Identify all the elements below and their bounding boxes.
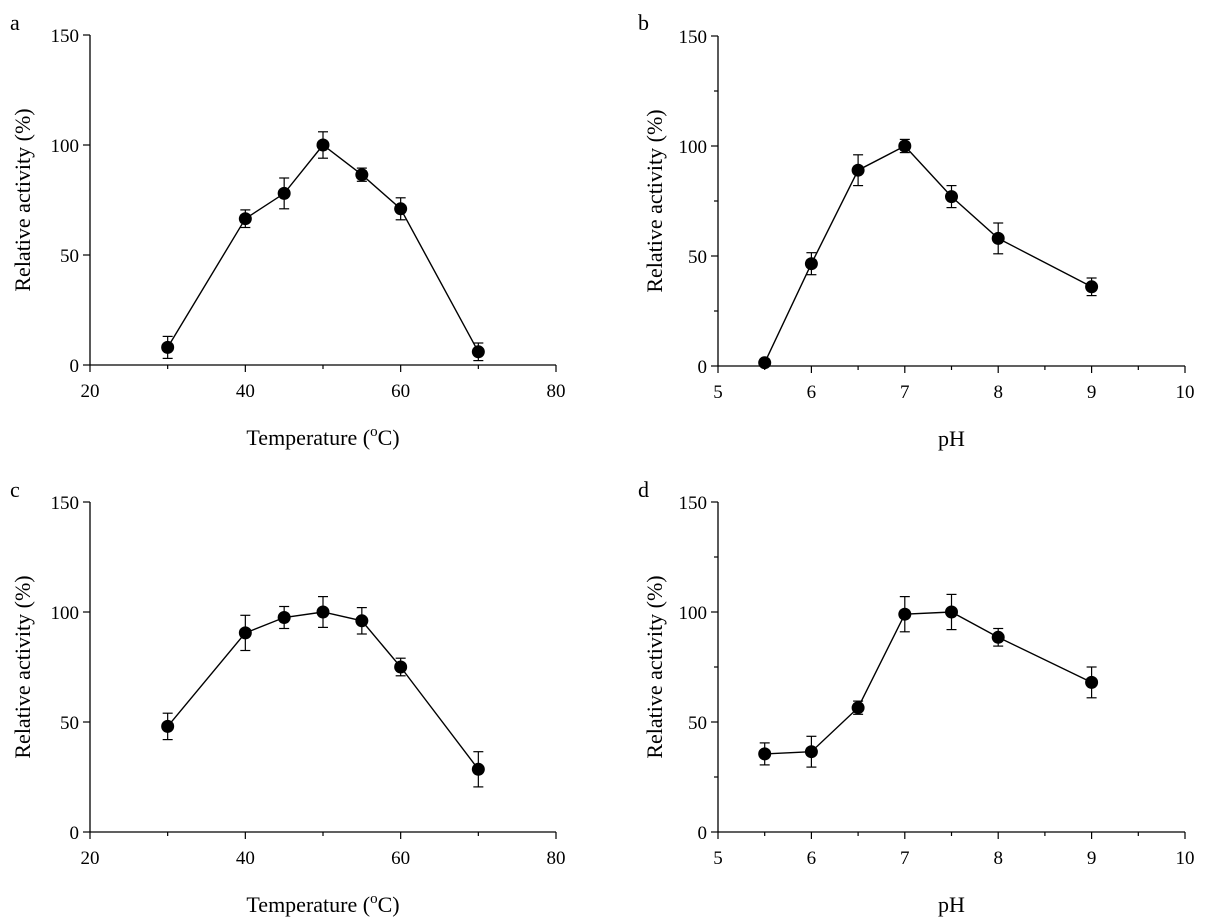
y-axis-label: Relative activity (%)	[10, 108, 35, 291]
x-tick-label: 60	[391, 381, 410, 402]
series-line	[764, 145, 1092, 363]
data-point	[316, 138, 330, 152]
x-tick-label: 80	[547, 381, 566, 402]
x-tick-label: 20	[81, 381, 100, 402]
x-tick-label: 6	[807, 382, 817, 403]
x-tick-label: 80	[547, 848, 566, 869]
panel-c: c 20 40 60 80 0 50 100 150 Temperature (oC) Relati…	[10, 477, 566, 917]
data-point	[945, 190, 958, 204]
y-tick-label: 100	[51, 136, 80, 157]
data-point	[355, 168, 369, 182]
x-tick-label: 10	[1176, 382, 1195, 403]
x-axis-label: pH	[938, 892, 965, 917]
data-point	[238, 626, 252, 640]
data-point	[851, 163, 865, 177]
data-point	[471, 762, 485, 776]
y-axis-label: Relative activity (%)	[642, 575, 667, 758]
data-point	[804, 257, 818, 271]
y-axis-label: Relative activity (%)	[642, 109, 667, 292]
data-point	[991, 630, 1005, 644]
x-axis-label-sup: o	[370, 424, 378, 440]
y-tick-label: 100	[679, 137, 708, 158]
y-tick-label: 150	[679, 27, 708, 48]
x-tick-label: 7	[900, 848, 910, 869]
data-point	[161, 340, 175, 354]
x-axis-label: pH	[938, 426, 965, 451]
y-axis-label: Relative activity (%)	[10, 575, 35, 758]
x-tick-label: 5	[713, 848, 723, 869]
x-axis-label-main: Temperature (	[246, 425, 370, 450]
x-tick-label: 9	[1087, 382, 1097, 403]
data-point	[898, 139, 912, 153]
y-tick-label: 0	[70, 823, 80, 844]
data-point	[758, 356, 772, 370]
data-point	[394, 202, 408, 216]
x-tick-label: 5	[713, 382, 723, 403]
panel-label: b	[638, 10, 649, 35]
x-axis-label: Temperature (oC)	[246, 891, 399, 917]
x-tick-label: 8	[993, 848, 1003, 869]
x-tick-label: 9	[1087, 848, 1097, 869]
data-point	[991, 231, 1005, 245]
data-point	[945, 605, 958, 619]
x-tick-label: 60	[391, 848, 410, 869]
x-tick-label: 10	[1176, 848, 1195, 869]
y-tick-label: 50	[60, 713, 79, 734]
y-tick-label: 150	[679, 493, 708, 514]
y-tick-label: 0	[698, 823, 708, 844]
panel-label: a	[10, 10, 20, 35]
data-point	[277, 611, 291, 624]
data-point	[277, 186, 291, 200]
panel-label: c	[10, 477, 20, 502]
x-tick-label: 8	[993, 382, 1003, 403]
x-tick-label: 6	[807, 848, 817, 869]
x-axis-label-sup: o	[370, 891, 378, 907]
data-point	[238, 212, 252, 226]
y-tick-label: 50	[688, 247, 707, 268]
data-point	[898, 607, 912, 621]
x-axis-label-main: pH	[938, 892, 965, 917]
y-tick-label: 50	[60, 246, 79, 267]
x-tick-label: 7	[900, 382, 910, 403]
y-tick-label: 150	[51, 493, 80, 514]
y-tick-label: 50	[688, 713, 707, 734]
series-line	[167, 144, 479, 353]
data-point	[316, 605, 330, 619]
x-axis-label-main: Temperature (	[246, 892, 370, 917]
x-axis-label: Temperature (oC)	[246, 424, 399, 450]
x-tick-label: 40	[236, 848, 255, 869]
y-tick-label: 150	[51, 26, 80, 47]
x-axis-label-main: pH	[938, 426, 965, 451]
x-axis-label-end: C)	[378, 892, 400, 917]
data-point	[1085, 675, 1099, 689]
x-axis-label-end: C)	[378, 425, 400, 450]
data-point	[394, 660, 408, 674]
x-tick-label: 40	[236, 381, 255, 402]
y-tick-label: 0	[70, 356, 80, 377]
data-point	[851, 701, 865, 715]
x-tick-label: 20	[81, 848, 100, 869]
y-tick-label: 0	[698, 357, 708, 378]
data-point	[355, 614, 369, 628]
series-line	[764, 611, 1092, 755]
panel-a: a 20 40 60 80 0 50 100 150 Temperature (oC) Relati…	[10, 10, 566, 450]
y-tick-label: 100	[679, 603, 708, 624]
data-point	[758, 747, 772, 761]
data-point	[1085, 280, 1099, 294]
data-point	[804, 745, 818, 759]
y-tick-label: 100	[51, 603, 80, 624]
panel-label: d	[638, 477, 649, 502]
series-line	[167, 611, 479, 770]
data-point	[161, 719, 175, 733]
data-point	[471, 345, 485, 359]
